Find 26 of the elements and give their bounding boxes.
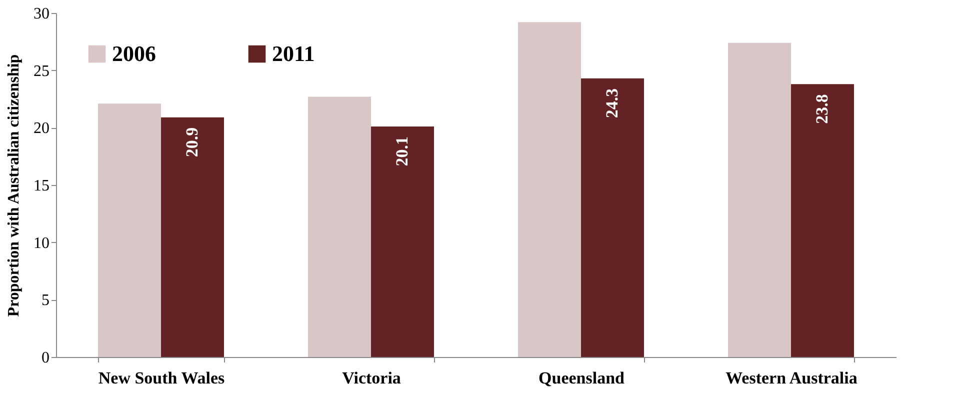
bar: [581, 78, 644, 357]
y-tick-label: 15: [34, 178, 50, 194]
data-label: 20.9: [182, 127, 202, 158]
legend-label: 2011: [272, 41, 315, 66]
x-tick-label: Queensland: [538, 368, 626, 388]
y-tick-label: 5: [42, 292, 50, 310]
y-tick-label: 10: [34, 234, 50, 252]
x-tick-label: Victoria: [342, 368, 402, 388]
y-axis-title: Proportion with Australian citizenship: [6, 54, 22, 317]
bar: [728, 42, 791, 357]
bar: [791, 84, 854, 357]
bar: [98, 104, 161, 357]
bar: [518, 22, 581, 357]
data-label: 24.3: [602, 88, 622, 118]
bar: [161, 117, 224, 357]
x-tick-label: New South Wales: [98, 368, 226, 388]
legend-label: 2006: [112, 41, 156, 66]
y-tick-label: 25: [34, 62, 50, 80]
data-label: 23.8: [812, 94, 832, 124]
y-tick-label: 30: [34, 6, 50, 22]
bar: [308, 96, 371, 357]
data-label: 20.1: [392, 136, 412, 166]
x-tick-label: Western Australia: [726, 368, 858, 388]
y-tick-label: 0: [42, 350, 50, 366]
bar: [371, 126, 434, 357]
y-tick-label: 20: [34, 120, 50, 138]
